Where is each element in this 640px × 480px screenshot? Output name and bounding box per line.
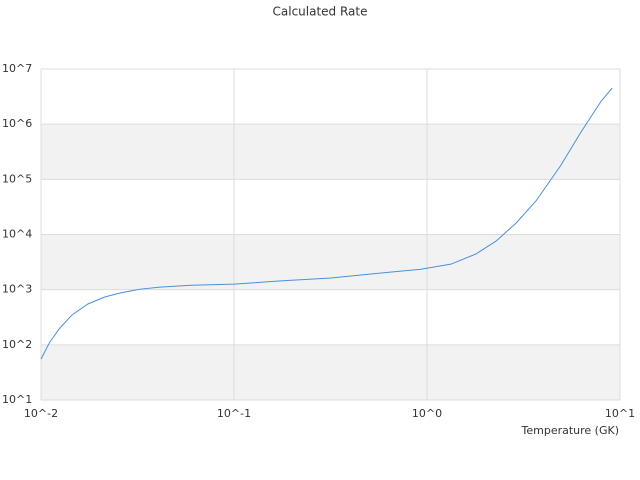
- grid-band: [41, 234, 620, 290]
- y-tick-label: 10^5: [2, 172, 32, 185]
- series-line: [40, 87, 613, 360]
- chart-title: Calculated Rate: [273, 5, 368, 19]
- x-tick-label: 10^-1: [217, 407, 251, 420]
- x-tick-label: 10^0: [412, 407, 442, 420]
- y-tick-label: 10^2: [2, 338, 32, 351]
- x-tick-label: 10^-2: [24, 407, 58, 420]
- y-tick-label: 10^3: [2, 283, 32, 296]
- x-axis-label: Temperature (GK): [521, 424, 620, 437]
- y-tick-label: 10^6: [2, 117, 32, 130]
- y-tick-label: 10^4: [2, 228, 32, 241]
- grid-band: [41, 124, 620, 180]
- y-tick-label: 10^7: [2, 62, 32, 75]
- y-tick-label: 10^1: [2, 393, 32, 406]
- grid-band: [41, 344, 620, 400]
- x-tick-label: 10^1: [605, 407, 635, 420]
